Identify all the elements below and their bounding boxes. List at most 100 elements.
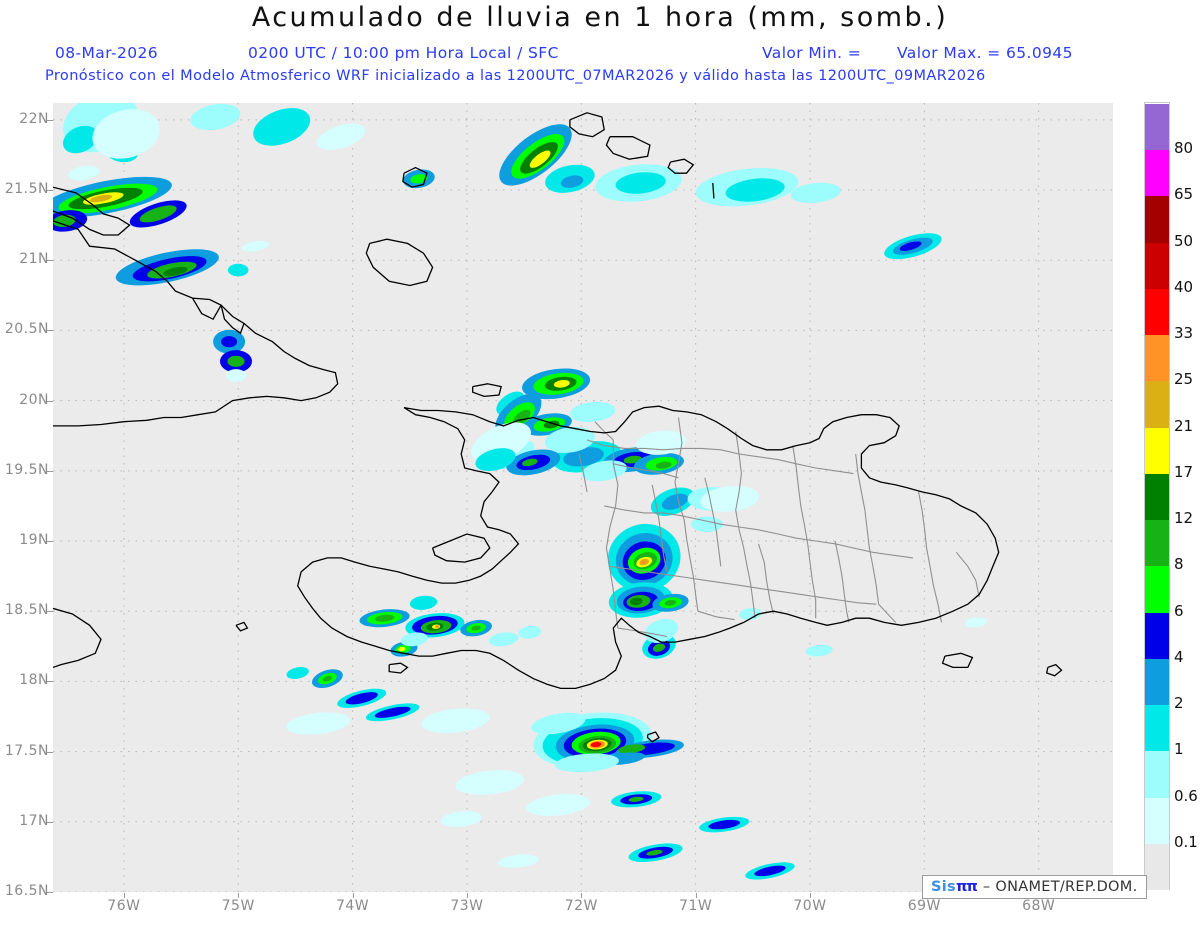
precip-contour [805,644,833,657]
coastline-path [941,652,974,669]
border-path [609,565,877,605]
colorbar-band [1145,104,1169,151]
border-path [617,627,668,638]
precip-contour [190,103,241,131]
x-axis-label: 71W [679,898,713,914]
y-axis-tick [47,611,53,613]
precip-contour [409,595,438,610]
y-axis-tick [47,119,53,121]
y-axis-label: 18N [19,672,49,689]
forecast-date: 08-Mar-2026 [55,44,159,62]
colorbar-tick-label: 0.1 [1174,832,1198,851]
coastline-path [220,305,245,335]
colorbar-band [1145,520,1169,567]
coastline-path [235,621,249,632]
province-borders-layer [578,417,980,638]
precip-contour [227,355,245,367]
precip-contour [664,599,677,606]
precip-contour [286,667,309,679]
precip-contour [739,608,762,620]
precip-contour [410,174,428,184]
x-axis-tick [466,893,468,898]
border-path [613,463,679,479]
y-axis-label: 19N [19,532,49,549]
precip-contour [646,849,663,856]
colorbar-tick-label: 65 [1174,185,1194,204]
precip-contour [475,448,516,472]
precip-contour [163,266,188,277]
precip-contour [593,743,600,747]
precip-contour [68,165,100,181]
border-path [594,421,614,441]
precip-contour [471,625,481,631]
border-path [792,445,817,619]
precip-contour [661,493,689,510]
precip-contour [555,753,619,773]
border-path [704,477,722,567]
y-axis-tick [47,821,53,823]
logo-sis-text: Sis [931,879,956,895]
colorbar-tick-label: 1 [1174,740,1184,759]
x-axis-label: 74W [335,898,370,914]
precip-contour [521,458,538,467]
y-axis-tick [47,330,53,332]
x-axis-label: 73W [450,898,484,914]
x-axis-label: 68W [1022,898,1056,914]
colorbar-tick-label: 4 [1174,647,1184,666]
precip-contour [345,692,378,705]
y-axis-tick [47,892,53,893]
forecast-time: 0200 UTC / 10:00 pm Hora Local / SFC [248,44,559,62]
coastline-path [646,731,660,743]
colorbar-tick-label: 50 [1174,231,1194,250]
colorbar-tick-label: 80 [1174,139,1194,158]
coastline-path [712,182,715,199]
y-axis-label: 19.5N [4,461,49,478]
border-path [735,431,756,619]
x-axis-tick [352,893,354,898]
precip-contour [488,632,519,647]
colorbar [1144,102,1170,891]
y-axis-tick [47,541,53,543]
precip-contour [497,854,539,868]
y-axis-label: 20N [19,391,49,408]
border-path [651,484,668,573]
precip-contour [652,643,666,652]
logo-pi-icon: ππ [955,879,978,895]
x-axis-tick [809,893,811,898]
colorbar-band [1145,566,1169,614]
precip-contour [513,409,531,426]
precip-contour [531,712,586,735]
y-axis-label: 20.5N [4,321,49,338]
coastline-path [402,166,428,188]
border-path [855,453,880,605]
precip-contour [640,559,646,565]
precip-contour [400,632,428,647]
page-title: Acumulado de lluvia en 1 hora (mm, somb.… [251,2,949,33]
precip-contour [455,770,524,795]
colorbar-band [1145,751,1169,799]
logo-agency-text: – ONAMET/REP.DOM. [982,879,1138,895]
precip-contour [227,263,249,277]
coastline-path [1045,663,1063,677]
coastline-path [365,238,434,287]
precip-contour [316,123,366,150]
colorbar-band [1145,335,1169,382]
precip-contour [628,796,644,802]
y-axis-tick [47,260,53,262]
coastline-path [53,220,339,427]
x-axis-labels: 76W 75W 74W 73W 72W 71W 70W 69W 68W [53,898,1113,922]
precip-contour [139,205,177,223]
colorbar-band [1145,288,1169,336]
y-axis-label: 21.5N [4,181,49,198]
x-axis-tick [123,893,125,898]
precipitation-shading [53,103,988,880]
attribution-logo: Sis ππ – ONAMET/REP.DOM. [922,875,1147,899]
x-axis-label: 76W [107,898,141,914]
precip-contour [560,175,584,188]
value-min-label: Valor Min. = [762,44,862,62]
precip-contour [435,625,440,629]
y-axis-tick [47,681,53,683]
model-description: Pronóstico con el Modelo Atmosferico WRF… [45,68,986,84]
coastline-path [191,297,222,321]
precip-contour [655,461,672,469]
